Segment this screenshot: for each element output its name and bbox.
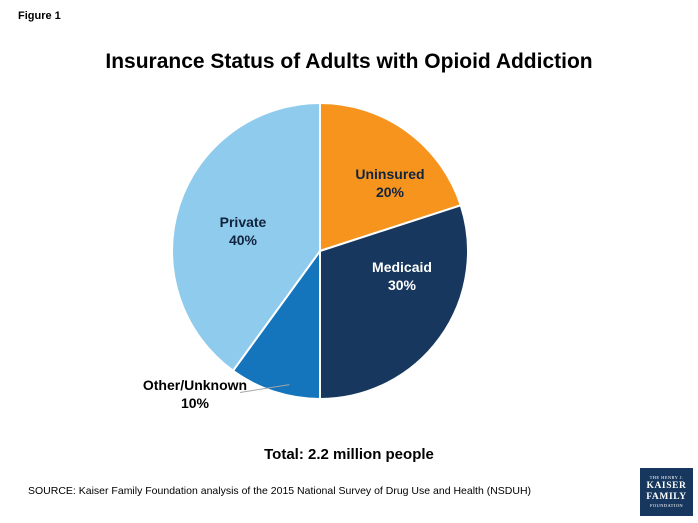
pie-slice-uninsured — [319, 101, 463, 253]
slice-label-private: Private 40% — [183, 213, 303, 249]
slice-percent: 20% — [375, 184, 405, 200]
pie-svg — [171, 101, 469, 401]
slice-label-uninsured: Uninsured 20% — [330, 165, 450, 201]
source-text: SOURCE: Kaiser Family Foundation analysi… — [28, 485, 532, 497]
chart-title: Insurance Status of Adults with Opioid A… — [105, 50, 593, 73]
slice-label-medicaid: Medicaid 30% — [347, 258, 457, 294]
slice-percent: 40% — [228, 232, 258, 248]
kff-logo-line4: FOUNDATION — [650, 503, 683, 508]
slice-name: Medicaid — [372, 259, 432, 275]
pie-slice-private — [171, 101, 321, 373]
slice-name: Other/Unknown — [142, 377, 248, 393]
pie-chart — [170, 101, 470, 401]
slice-percent: 30% — [387, 277, 417, 293]
kff-logo-line3: FAMILY — [646, 492, 687, 502]
slice-label-other-unknown: Other/Unknown 10% — [115, 376, 275, 412]
total-label: Total: 2.2 million people — [264, 446, 434, 463]
slice-name: Private — [219, 214, 267, 230]
kff-logo-line2: KAISER — [646, 481, 687, 491]
kff-logo-line1: THE HENRY J. — [649, 475, 684, 480]
pie-slice-medicaid — [319, 204, 469, 401]
figure-label: Figure 1 — [18, 10, 61, 22]
pie-slice-other-unknown — [231, 247, 321, 401]
slice-percent: 10% — [180, 395, 210, 411]
slice-name: Uninsured — [355, 166, 425, 182]
kff-logo: THE HENRY J. KAISER FAMILY FOUNDATION — [640, 468, 693, 516]
